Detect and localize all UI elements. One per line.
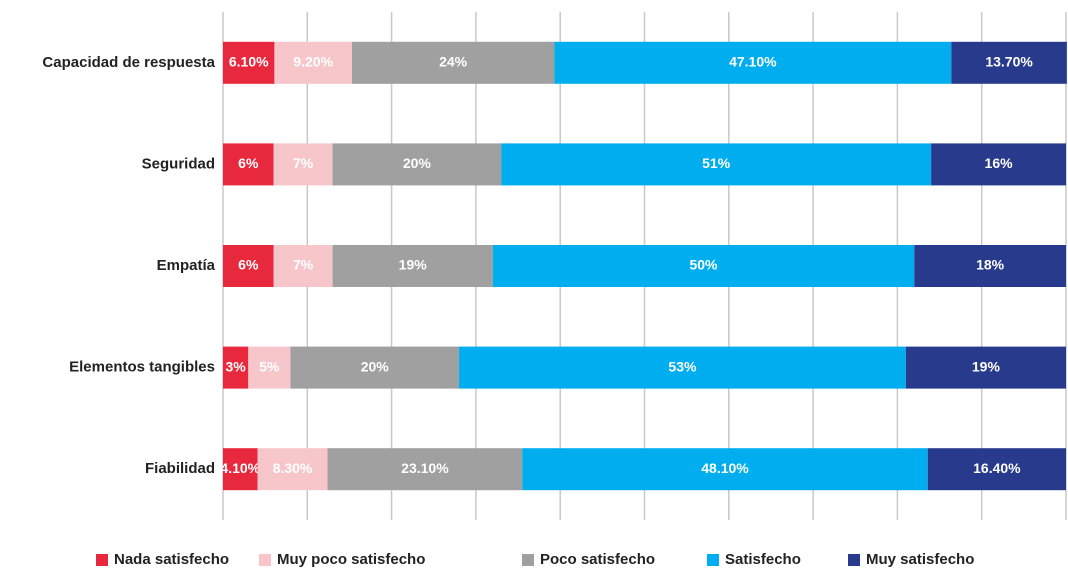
value-label: 4.10% [220,460,260,476]
bar-segment [290,346,460,389]
bar-segment [522,448,928,491]
bar-segment [273,245,333,287]
bar-segment [492,245,915,287]
value-label: 53% [668,358,697,374]
value-label: 48.10% [701,460,749,476]
value-label: 3% [226,358,247,374]
value-label: 20% [403,155,432,171]
bar-segment [248,346,291,389]
bar-segment [257,448,328,491]
bar-segment [274,41,352,84]
value-label: 9.20% [293,54,333,70]
value-label: 6.10% [229,54,269,70]
value-label: 13.70% [985,54,1033,70]
category-label: Elementos tangibles [69,359,215,376]
category-label: Empatía [157,257,216,274]
bar-segment [327,448,523,491]
bar-segment [273,143,333,186]
bar-segment [554,41,952,84]
legend-label: Muy poco satisfecho [277,551,425,568]
category-label: Fiabilidad [145,460,215,477]
bar-segment [951,41,1067,84]
legend-label: Nada satisfecho [114,551,229,568]
bar-segment [927,448,1066,491]
value-label: 8.30% [273,460,313,476]
value-label: 6% [238,257,259,273]
value-label: 7% [293,257,314,273]
legend-label: Muy satisfecho [866,551,974,568]
legend-swatch [707,554,719,566]
category-label: Capacidad de respuesta [42,54,215,71]
legend-swatch [522,554,534,566]
bar-segment [332,143,502,186]
legend-label: Poco satisfecho [540,551,655,568]
value-label: 20% [361,358,390,374]
value-label: 16% [985,155,1014,171]
value-label: 16.40% [973,460,1021,476]
bar-segment [501,143,932,186]
value-label: 5% [259,358,280,374]
value-label: 23.10% [401,460,449,476]
legend-swatch [848,554,860,566]
bar-segment [223,245,274,287]
bar-segment [905,346,1066,389]
bar-segment [931,143,1066,186]
value-label: 18% [976,257,1005,273]
bar-segment [223,346,249,389]
bar-segment [223,143,274,186]
value-label: 47.10% [729,54,777,70]
bar-segment [459,346,906,389]
value-label: 7% [293,155,314,171]
value-label: 51% [702,155,731,171]
bar-segment [223,448,258,491]
legend-swatch [259,554,271,566]
value-label: 6% [238,155,259,171]
bar-segment [223,41,275,84]
legend-label: Satisfecho [725,551,801,568]
value-label: 19% [972,358,1001,374]
value-label: 50% [689,257,718,273]
legend-swatch [96,554,108,566]
bar-segment [914,245,1066,287]
category-label: Seguridad [142,155,215,172]
bar-segment [332,245,493,287]
value-label: 24% [439,54,468,70]
bar-segment [351,41,555,84]
value-label: 19% [399,257,428,273]
